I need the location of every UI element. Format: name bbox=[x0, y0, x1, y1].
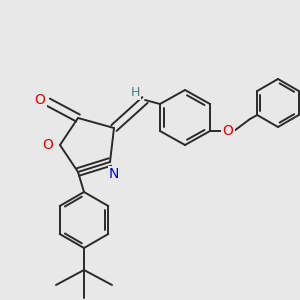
Text: N: N bbox=[109, 167, 119, 181]
Text: H: H bbox=[130, 85, 140, 98]
Text: O: O bbox=[34, 93, 45, 107]
Text: O: O bbox=[223, 124, 233, 138]
Text: O: O bbox=[43, 138, 53, 152]
